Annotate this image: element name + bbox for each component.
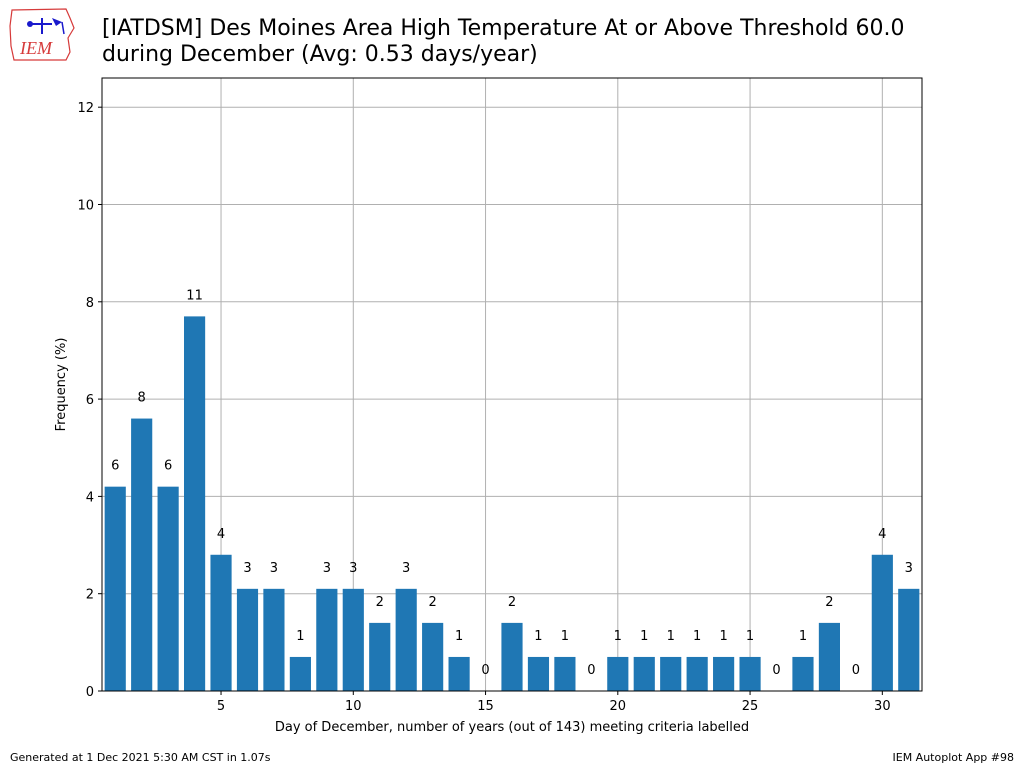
footer-app-id: IEM Autoplot App #98 [892,751,1015,764]
x-tick-label: 20 [610,699,627,714]
count-label-day-17: 1 [534,629,542,644]
x-axis-label: Day of December, number of years (out of… [275,720,749,735]
count-label-day-26: 0 [772,663,780,678]
count-label-day-16: 2 [508,595,516,610]
bar-day-22 [660,656,682,691]
count-label-day-22: 1 [667,629,675,644]
bar-day-31 [898,588,920,691]
bar-day-20 [607,656,629,691]
title-line-2: during December (Avg: 0.53 days/year) [102,42,538,67]
count-label-day-3: 6 [164,459,172,474]
bar-day-13 [422,622,444,691]
y-tick-label: 12 [77,101,94,116]
bar-day-24 [713,656,735,691]
count-label-day-15: 0 [481,663,489,678]
count-label-day-21: 1 [640,629,648,644]
title-line-1: [IATDSM] Des Moines Area High Temperatur… [102,16,905,41]
count-label-day-29: 0 [852,663,860,678]
bar-day-16 [501,622,523,691]
count-label-day-24: 1 [719,629,727,644]
count-label-day-27: 1 [799,629,807,644]
y-tick-label: 0 [86,685,94,700]
count-label-day-8: 1 [296,629,304,644]
y-axis-label: Frequency (%) [54,338,69,432]
x-tick-label: 5 [217,699,225,714]
chart-title: [IATDSM] Des Moines Area High Temperatur… [102,16,904,68]
count-label-day-2: 8 [138,391,146,406]
count-label-day-19: 0 [587,663,595,678]
bar-day-17 [527,656,550,691]
count-label-day-20: 1 [614,629,622,644]
bar-day-12 [395,588,417,691]
count-label-day-31: 3 [905,561,913,576]
count-label-day-28: 2 [825,595,833,610]
bar-day-30 [871,554,893,691]
x-tick-label: 15 [477,699,494,714]
bar-day-3 [157,486,179,691]
count-label-day-9: 3 [323,561,331,576]
bar-day-1 [104,486,126,691]
bar-day-9 [316,588,338,691]
count-label-day-30: 4 [878,527,886,542]
bar-day-18 [554,656,576,691]
count-label-day-6: 3 [243,561,251,576]
bar-day-25 [739,656,761,691]
bar-day-28 [818,622,840,691]
x-tick-label: 10 [345,699,362,714]
bar-day-6 [236,588,259,691]
bar-day-10 [342,588,364,691]
count-label-day-5: 4 [217,527,225,542]
y-tick-label: 4 [86,490,94,505]
bar-day-27 [792,656,814,691]
bar-day-4 [184,316,206,691]
iem-logo: IEM [8,6,76,64]
x-tick-label: 30 [874,699,891,714]
logo-text: IEM [19,38,53,58]
count-label-day-25: 1 [746,629,754,644]
count-label-day-18: 1 [561,629,569,644]
bar-day-7 [263,588,285,691]
count-label-day-12: 3 [402,561,410,576]
y-tick-label: 10 [77,198,94,213]
count-label-day-7: 3 [270,561,278,576]
bar-day-23 [686,656,708,691]
bar-day-5 [210,554,232,691]
bar-day-11 [369,622,391,691]
count-label-day-4: 11 [186,288,203,303]
count-label-day-23: 1 [693,629,701,644]
count-label-day-14: 1 [455,629,463,644]
y-tick-label: 2 [86,588,94,603]
count-label-day-1: 6 [111,459,119,474]
count-label-day-11: 2 [376,595,384,610]
bar-day-8 [289,656,311,691]
y-tick-label: 8 [86,296,94,311]
y-tick-label: 6 [86,393,94,408]
x-tick-label: 25 [742,699,759,714]
bar-day-14 [448,656,470,691]
bar-day-21 [633,656,655,691]
count-label-day-13: 2 [429,595,437,610]
bar-day-2 [131,418,153,691]
footer-generated: Generated at 1 Dec 2021 5:30 AM CST in 1… [10,751,271,764]
plot-frame [101,77,923,692]
count-label-day-10: 3 [349,561,357,576]
